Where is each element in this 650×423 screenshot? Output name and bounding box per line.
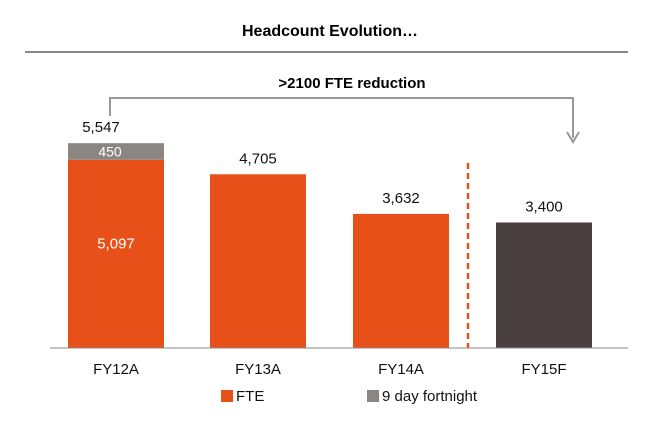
total-label-fy14a: 3,632 (382, 190, 420, 207)
x-tick-fy15f: FY15F (521, 361, 566, 378)
reduction-arrow-line (109, 97, 574, 138)
legend: FTE 9 day fortnight (221, 388, 478, 405)
x-tick-labels: FY12A FY13A FY14A FY15F (93, 361, 566, 378)
bar-nine-day-fy12a (68, 143, 164, 160)
legend-label-fte: FTE (236, 388, 264, 405)
total-label-fy15f: 3,400 (525, 198, 563, 215)
bar-fte-fy15f (496, 222, 592, 348)
reduction-arrow-head (566, 131, 580, 144)
x-tick-fy13a: FY13A (235, 361, 281, 378)
x-tick-fy12a: FY12A (93, 361, 139, 378)
bars-layer (68, 143, 592, 348)
reduction-arrow (109, 97, 580, 144)
label-nine-day-fy12a: 450 (98, 143, 122, 159)
bar-fte-fy14a (353, 213, 449, 348)
bar-fte-fy12a (68, 159, 164, 348)
bar-fte-fy13a (210, 174, 306, 348)
total-label-fy13a: 4,705 (239, 150, 277, 167)
reduction-annotation: >2100 FTE reduction (278, 75, 425, 92)
chart-title: Headcount Evolution… (242, 23, 418, 40)
labels-layer: 450 5,097 5,547 4,705 3,632 3,400 (82, 119, 563, 252)
label-fte-fy12a: 5,097 (97, 235, 135, 252)
legend-swatch-fte (221, 390, 233, 402)
legend-swatch-nine-day (367, 390, 379, 402)
x-tick-fy14a: FY14A (378, 361, 424, 378)
total-label-fy12a: 5,547 (82, 119, 120, 136)
legend-label-nine-day: 9 day fortnight (382, 388, 478, 405)
